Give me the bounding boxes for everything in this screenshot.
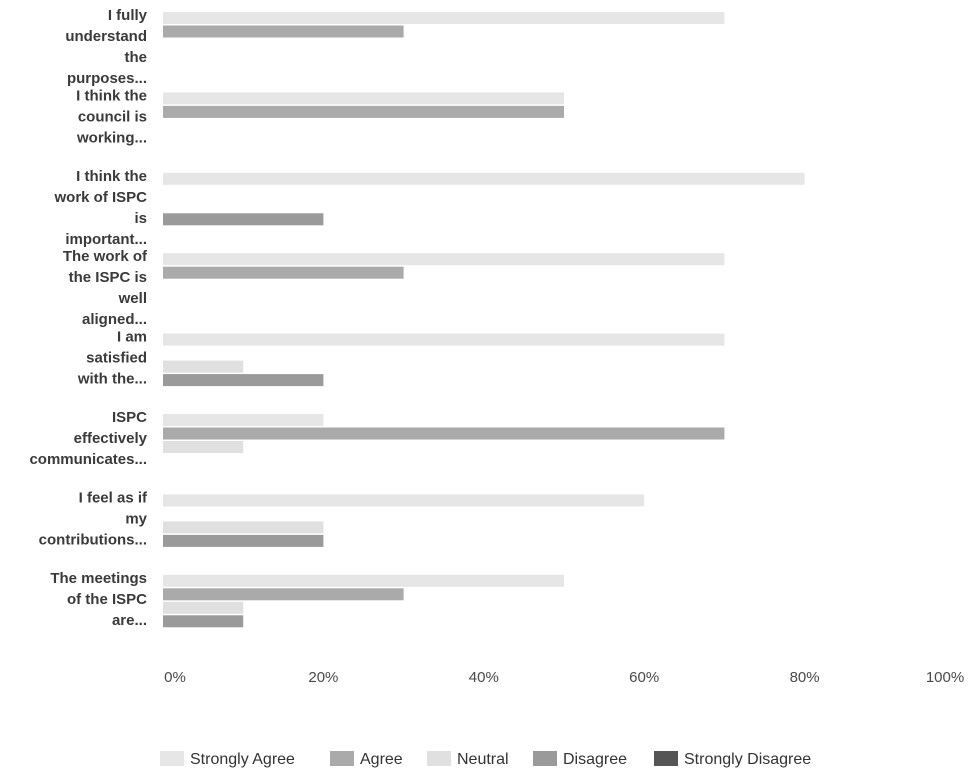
category-label: I think the council is working...: [76, 87, 147, 146]
category-label: The work of the ISPC is well aligned...: [63, 248, 148, 328]
bar-agree-4: [163, 266, 404, 279]
bar-neutral-6: [163, 441, 244, 453]
bar-strongly-agree-5: [163, 333, 725, 346]
x-tick-label: 80%: [790, 669, 820, 686]
x-tick-label: 0%: [164, 669, 186, 686]
legend-swatch-disagree: [533, 751, 557, 766]
category-label: I feel as if my contributions...: [39, 489, 148, 548]
bar-neutral-7: [163, 521, 324, 534]
legend: Strongly Agree Agree Neutral Disagree Strong…: [160, 751, 811, 768]
x-tick-label: 40%: [469, 669, 499, 686]
bar-disagree-5: [163, 374, 324, 387]
legend-swatch-strongly-disagree: [654, 751, 678, 766]
category-label: I am satisfied with the...: [77, 329, 147, 388]
bar-strongly-agree-6: [163, 414, 324, 426]
legend-label-strongly-disagree: Strongly Disagree: [684, 751, 811, 768]
legend-label-disagree: Disagree: [563, 751, 627, 768]
bar-strongly-agree-4: [163, 253, 725, 266]
category-label: ISPC effectively communicates...: [29, 409, 147, 468]
bar-agree-6: [163, 427, 725, 440]
bar-strongly-agree-8: [163, 574, 564, 587]
bar-strongly-agree-2: [163, 92, 564, 105]
category-labels: I fully understand the purposes...I think t…: [29, 7, 148, 629]
category-label: The meetings of the ISPC are...: [50, 570, 147, 629]
bar-disagree-3: [163, 213, 324, 226]
category-label: I think the work of ISPC is important...: [53, 168, 147, 248]
x-tick-label: 60%: [629, 669, 659, 686]
bars-layer: [163, 12, 805, 628]
legend-swatch-strongly-agree: [160, 751, 184, 766]
bar-agree-1: [163, 25, 404, 38]
legend-label-agree: Agree: [360, 751, 403, 768]
x-axis-ticks: 0% 20% 40% 60% 80% 100%: [164, 669, 964, 686]
category-label: I fully understand the purposes...: [65, 7, 147, 87]
x-tick-label: 20%: [308, 669, 338, 686]
bar-strongly-agree-1: [163, 12, 725, 24]
legend-label-strongly-agree: Strongly Agree: [190, 751, 295, 768]
bar-strongly-agree-7: [163, 494, 645, 507]
bar-disagree-8: [163, 615, 244, 628]
bar-neutral-5: [163, 360, 244, 373]
bar-strongly-agree-3: [163, 172, 805, 185]
legend-swatch-neutral: [427, 751, 451, 766]
bar-neutral-8: [163, 601, 244, 614]
bar-disagree-7: [163, 534, 324, 547]
legend-label-neutral: Neutral: [457, 751, 509, 768]
bar-agree-8: [163, 588, 404, 601]
x-tick-label: 100%: [926, 669, 964, 686]
bar-agree-2: [163, 105, 564, 118]
legend-swatch-agree: [330, 751, 354, 766]
